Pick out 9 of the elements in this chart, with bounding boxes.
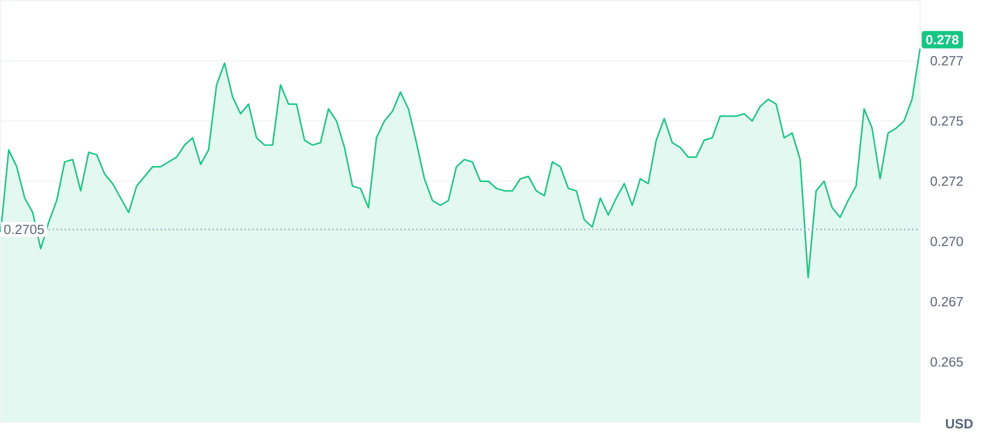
y-tick-label: 0.277 xyxy=(930,56,963,66)
y-tick-label: 0.267 xyxy=(930,296,963,306)
y-tick-label: 0.265 xyxy=(930,357,963,367)
text: USD xyxy=(946,418,973,428)
y-tick-label: 0.275 xyxy=(930,116,963,126)
ref-line-label: 0.2705 xyxy=(4,224,44,234)
y-tick-label: 0.270 xyxy=(930,236,963,246)
text: 0.278 xyxy=(926,34,959,44)
y-tick-label: 0.272 xyxy=(930,176,963,186)
